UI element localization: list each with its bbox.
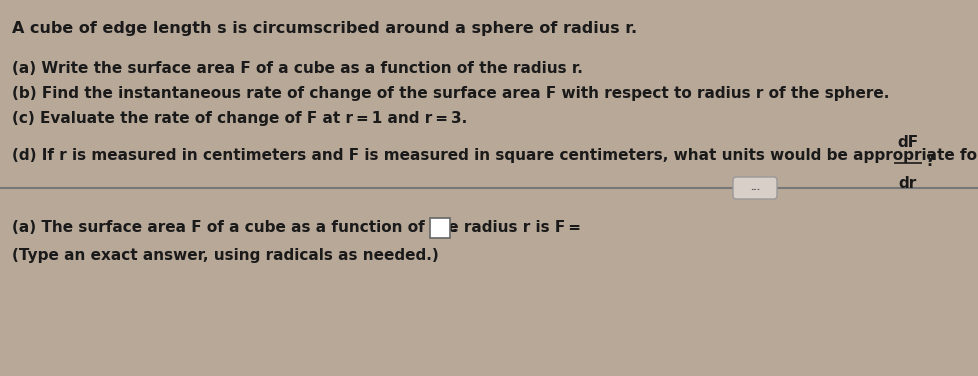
Text: (c) Evaluate the rate of change of F at r = 1 and r = 3.: (c) Evaluate the rate of change of F at …	[12, 111, 467, 126]
Text: (a) Write the surface area F of a cube as a function of the radius r.: (a) Write the surface area F of a cube a…	[12, 61, 582, 76]
Text: dr: dr	[898, 176, 916, 191]
Text: ?: ?	[925, 153, 934, 168]
Text: ...: ...	[749, 183, 759, 193]
Text: (Type an exact answer, using radicals as needed.): (Type an exact answer, using radicals as…	[12, 248, 438, 263]
Text: (b) Find the instantaneous rate of change of the surface area F with respect to : (b) Find the instantaneous rate of chang…	[12, 86, 888, 101]
Text: .: .	[452, 220, 457, 235]
Text: A cube of edge length s is circumscribed around a sphere of radius r.: A cube of edge length s is circumscribed…	[12, 21, 637, 36]
Text: dF: dF	[897, 135, 917, 150]
FancyBboxPatch shape	[429, 218, 450, 238]
Text: (a) The surface area F of a cube as a function of the radius r is F =: (a) The surface area F of a cube as a fu…	[12, 220, 580, 235]
FancyBboxPatch shape	[733, 177, 777, 199]
Text: (d) If r is measured in centimeters and F is measured in square centimeters, wha: (d) If r is measured in centimeters and …	[12, 148, 978, 163]
